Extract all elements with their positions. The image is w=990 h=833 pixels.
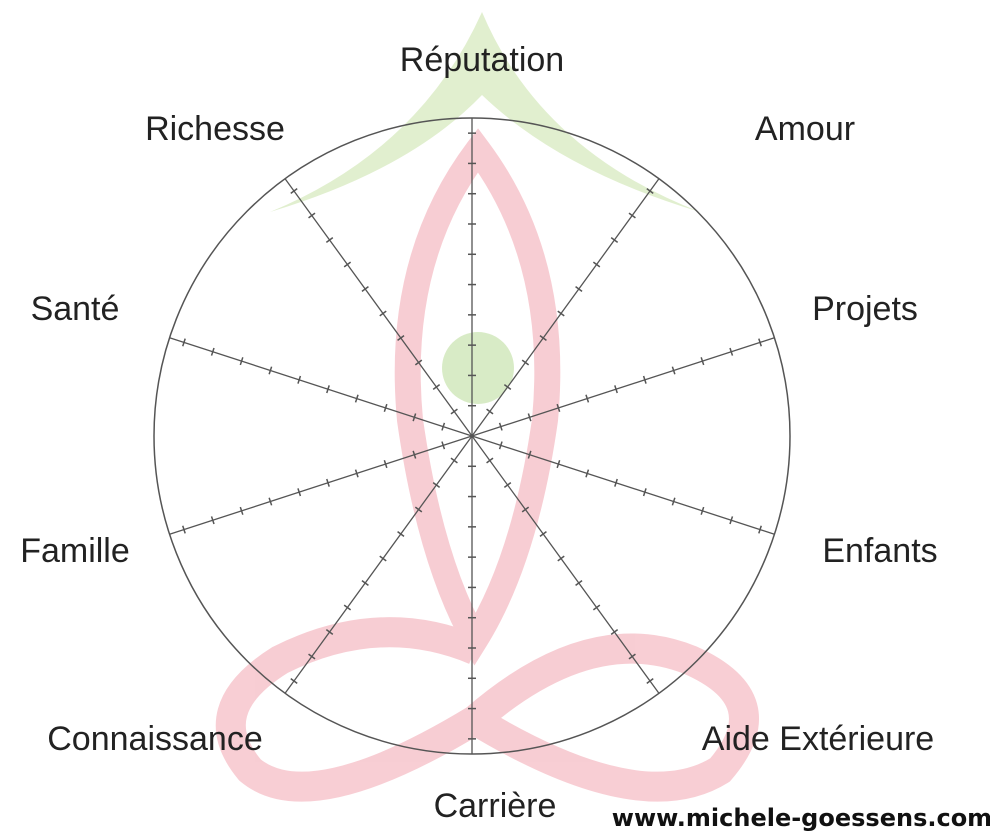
tick: [576, 581, 582, 586]
tick: [362, 287, 368, 292]
tick: [629, 213, 635, 218]
spoke: [472, 338, 774, 436]
tick: [487, 409, 493, 414]
spoke: [472, 179, 659, 436]
label: Santé: [31, 290, 120, 328]
tick: [398, 532, 404, 537]
label: Famille: [20, 532, 130, 570]
tick: [647, 679, 653, 684]
label: Réputation: [400, 41, 564, 79]
background-decoration: [231, 12, 744, 787]
tick: [344, 262, 350, 267]
tick: [593, 262, 599, 267]
label: Projets: [812, 290, 918, 328]
tick: [344, 605, 350, 610]
tick: [433, 385, 439, 390]
tick: [504, 483, 510, 488]
tick: [451, 409, 457, 414]
label: Amour: [755, 110, 855, 148]
label: Carrière: [434, 787, 557, 825]
label: Enfants: [822, 532, 937, 570]
tick: [558, 556, 564, 561]
tick: [576, 287, 582, 292]
tick: [291, 679, 297, 684]
tick: [540, 532, 546, 537]
tick: [451, 458, 457, 463]
label: Aide Extérieure: [702, 720, 934, 758]
tick: [326, 238, 332, 243]
tick: [380, 311, 386, 316]
tick: [558, 311, 564, 316]
spoke: [170, 338, 472, 436]
tick: [611, 238, 617, 243]
tick: [380, 556, 386, 561]
label: Connaissance: [47, 720, 262, 758]
tick: [309, 213, 315, 218]
tick: [362, 581, 368, 586]
tick: [611, 630, 617, 635]
pink-loop: [231, 632, 744, 786]
label: Richesse: [145, 110, 285, 148]
tick: [522, 360, 528, 365]
website: www.michele-goessens.com: [612, 804, 990, 832]
wheel-diagram: Réputation Amour Projets Enfants Aide Ex…: [0, 0, 990, 833]
tick: [593, 605, 599, 610]
tick: [487, 458, 493, 463]
tick: [291, 189, 297, 194]
